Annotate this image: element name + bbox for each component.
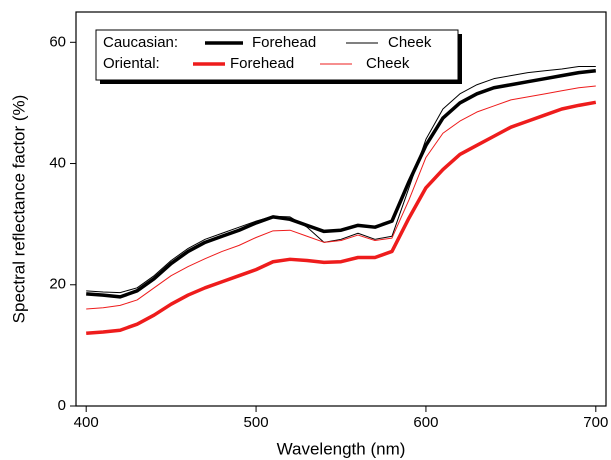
y-tick-label: 20 [49,276,66,293]
series-line [86,69,596,299]
y-axis-label: Spectral reflectance factor (%) [9,95,28,324]
x-tick-label: 600 [413,414,438,431]
legend-label: Forehead [252,34,316,51]
x-tick-label: 500 [244,414,269,431]
legend-label: Cheek [388,34,432,51]
y-tick-label: 40 [49,155,66,172]
y-tick-label: 60 [49,33,66,50]
x-axis-label: Wavelength (nm) [277,439,406,458]
plot-frame [75,11,607,407]
x-tick-label: 700 [583,414,608,431]
series-line [86,85,596,310]
legend-label: Forehead [230,55,294,72]
series-line [86,100,597,336]
legend-label: Cheek [366,55,410,72]
legend-group-label: Caucasian: [103,34,178,51]
y-tick-label: 0 [58,397,66,414]
legend-box [95,29,459,81]
x-tick-label: 400 [74,414,99,431]
series-line [86,66,596,294]
legend-group-label: Oriental: [103,55,160,72]
